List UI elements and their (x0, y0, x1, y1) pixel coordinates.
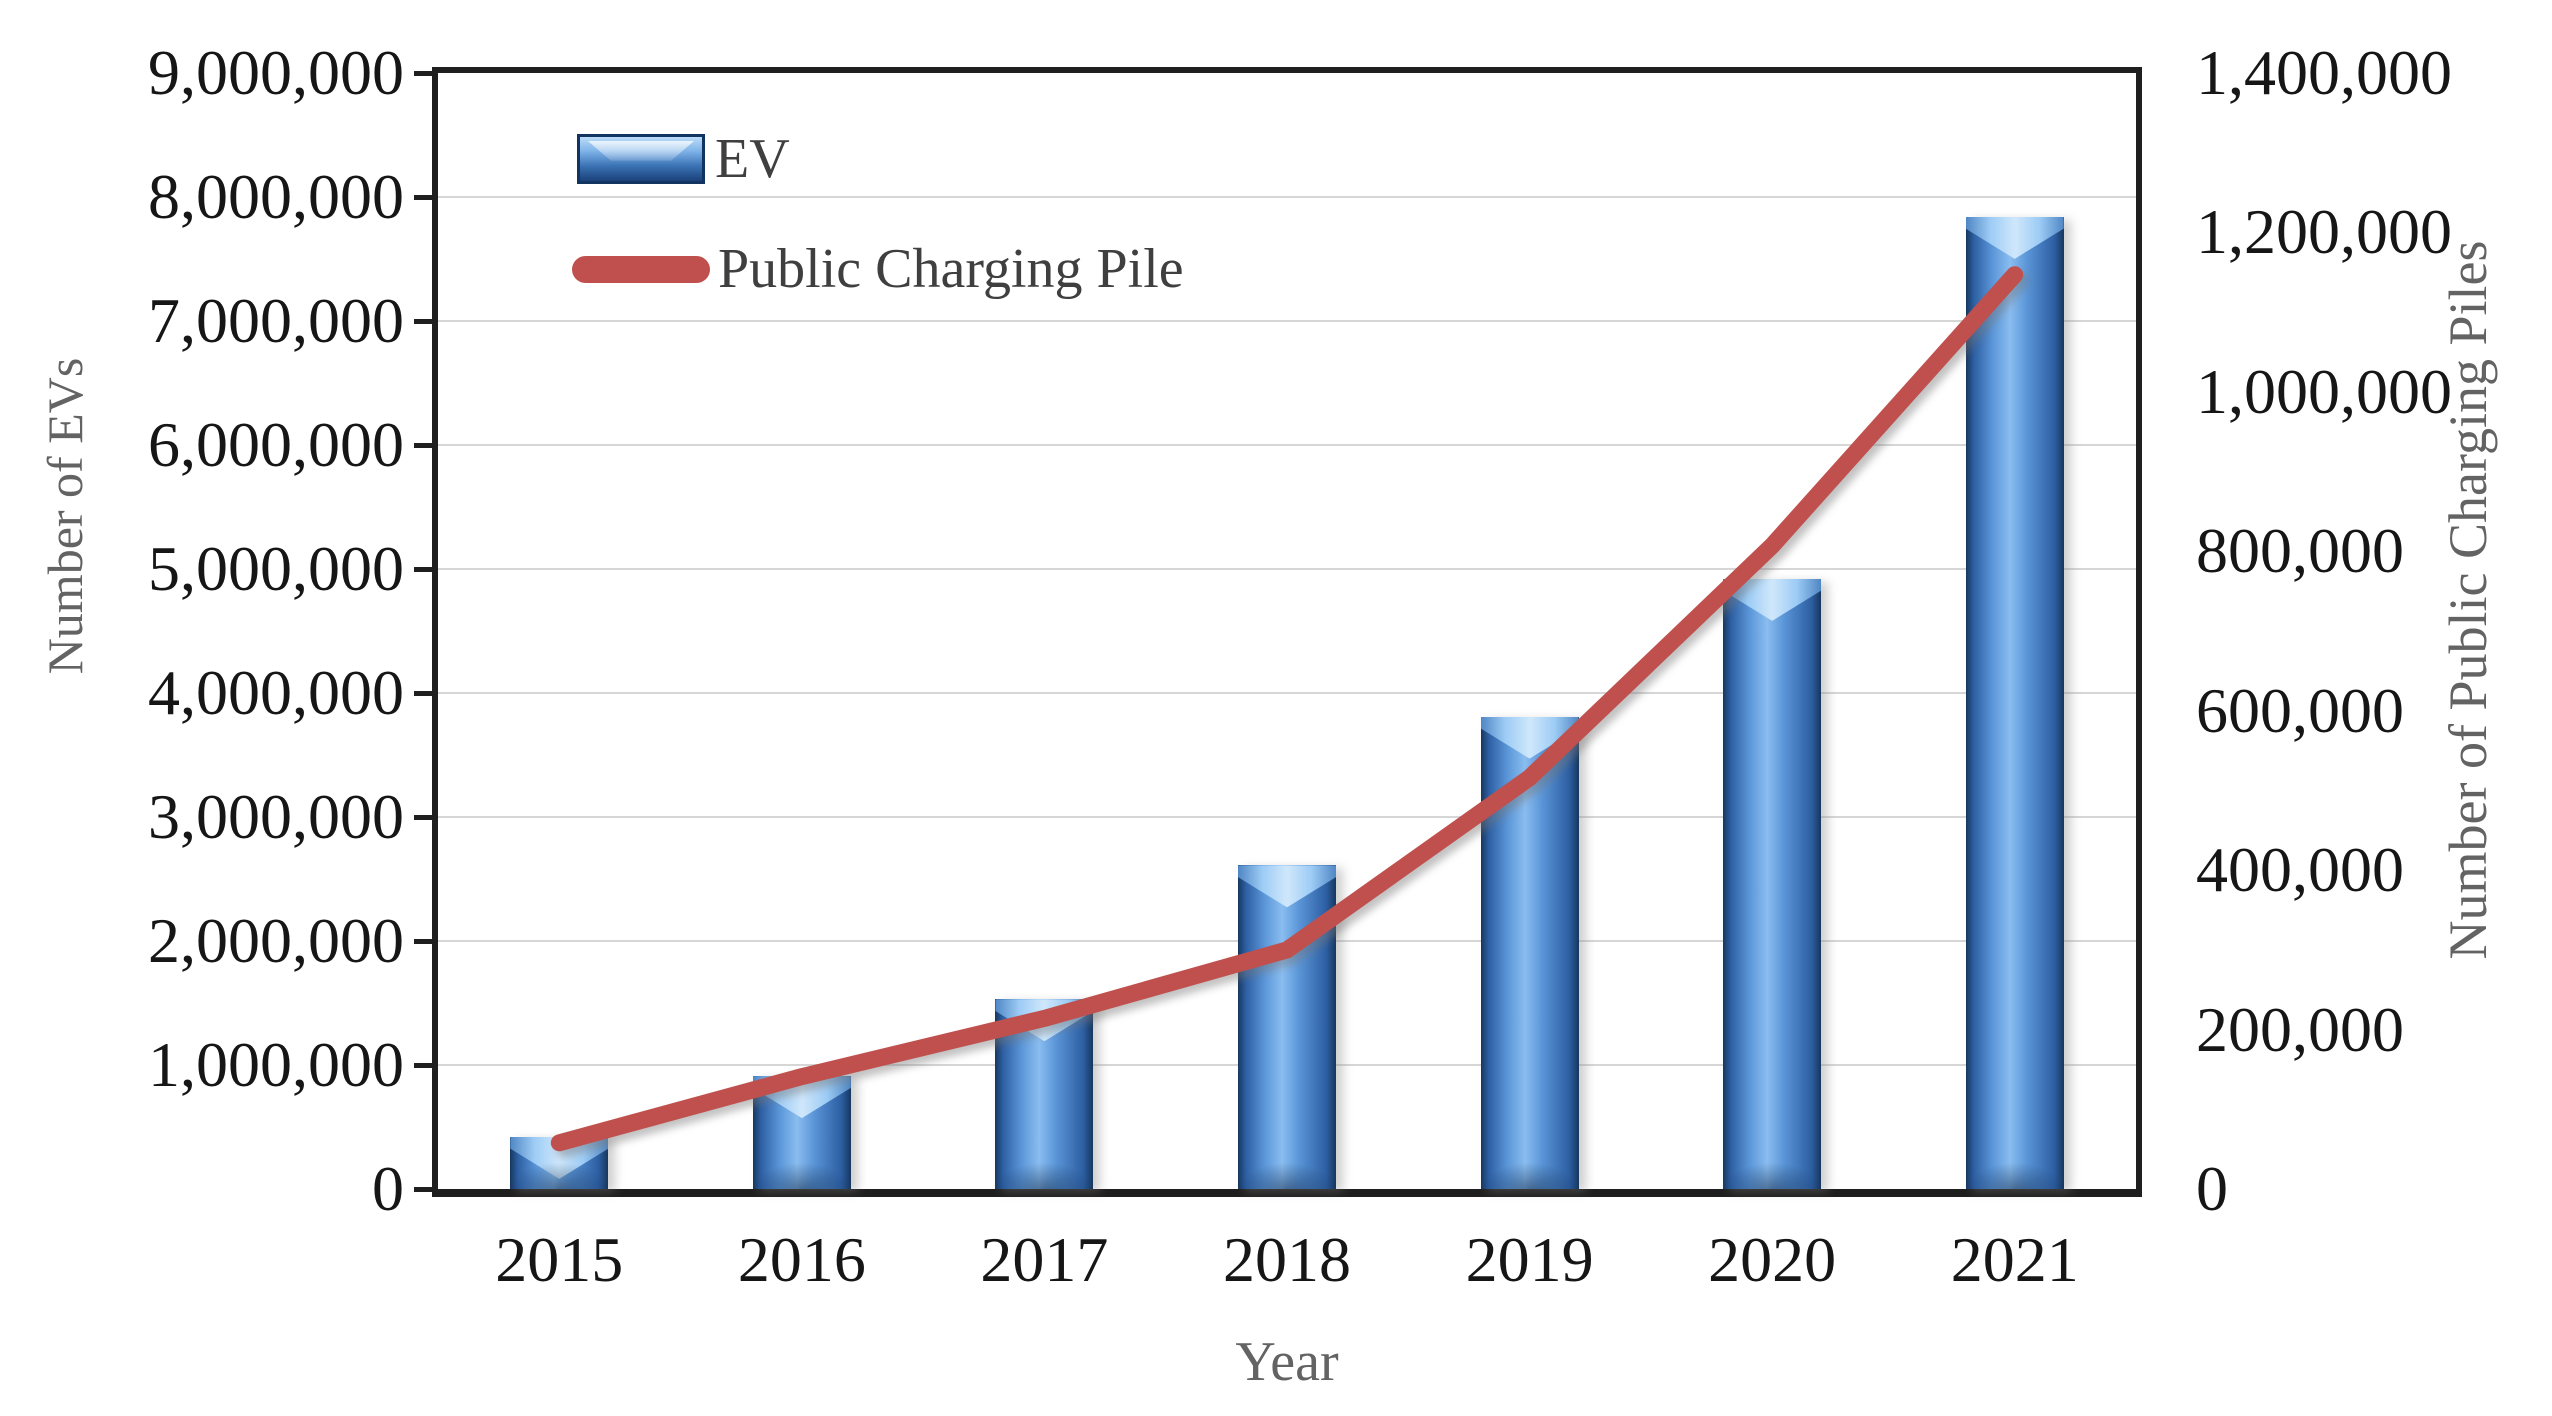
x-axis-label-2017: 2017 (980, 1224, 1109, 1295)
right-axis-title: Number of Public Charging Piles (2438, 240, 2498, 960)
left-tick-4000000 (414, 691, 438, 696)
gridline-3000000 (438, 816, 2136, 818)
left-tick-8000000 (414, 195, 438, 200)
right-axis-label-0: 1,400,000 (2196, 37, 2452, 108)
left-axis-label-4: 5,000,000 (148, 533, 404, 604)
right-axis-label-7: 0 (2196, 1153, 2228, 1224)
left-axis-label-6: 3,000,000 (148, 781, 404, 852)
legend-item-public-charging-pile: Public Charging Pile (572, 241, 1184, 297)
left-tick-6000000 (414, 443, 438, 448)
left-axis-label-8: 1,000,000 (148, 1029, 404, 1100)
x-axis-title: Year (1235, 1331, 1339, 1393)
bar-2021 (1965, 216, 2064, 1190)
left-axis-label-7: 2,000,000 (148, 905, 404, 976)
x-axis-label-2015: 2015 (495, 1224, 624, 1295)
left-tick-1000000 (414, 1063, 438, 1068)
legend-bar-swatch-icon (577, 134, 705, 184)
x-axis-label-2019: 2019 (1465, 1224, 1594, 1295)
left-axis-label-0: 9,000,000 (148, 37, 404, 108)
right-axis-label-2: 1,000,000 (2196, 355, 2452, 427)
x-axis-label-2021: 2021 (1950, 1224, 2079, 1295)
left-axis-label-2: 7,000,000 (148, 285, 404, 356)
left-axis-label-9: 0 (372, 1153, 404, 1224)
right-axis-label-3: 800,000 (2196, 515, 2404, 587)
bar-2019 (1480, 716, 1579, 1190)
bar-2016 (752, 1076, 851, 1189)
bar-swatch-highlight (587, 140, 695, 161)
gridline-8000000 (438, 196, 2136, 198)
legend-label-public-charging-pile: Public Charging Pile (718, 238, 1184, 300)
bar-2017 (995, 999, 1094, 1189)
x-axis-label-2016: 2016 (737, 1224, 866, 1295)
right-axis-label-4: 600,000 (2196, 674, 2404, 746)
left-tick-3000000 (414, 815, 438, 820)
x-axis-label-2018: 2018 (1223, 1224, 1351, 1295)
left-tick-5000000 (414, 567, 438, 572)
legend-label-ev: EV (715, 128, 790, 190)
gridline-6000000 (438, 444, 2136, 446)
gridline-4000000 (438, 692, 2136, 694)
legend-line-swatch-icon (572, 255, 710, 283)
left-axis-label-1: 8,000,000 (148, 161, 404, 232)
left-tick-9000000 (414, 71, 438, 76)
plot-area: EV Public Charging Pile (432, 67, 2142, 1197)
bar-2018 (1238, 865, 1336, 1189)
legend-item-ev: EV (577, 131, 790, 187)
left-axis-label-5: 4,000,000 (148, 657, 404, 728)
gridline-7000000 (438, 320, 2136, 322)
bar-2015 (510, 1136, 609, 1190)
right-axis-label-1: 1,200,000 (2196, 196, 2452, 268)
x-axis-label-2020: 2020 (1708, 1224, 1837, 1295)
gridline-5000000 (438, 568, 2136, 570)
left-tick-7000000 (414, 319, 438, 324)
right-axis-label-6: 200,000 (2196, 993, 2404, 1065)
left-axis-label-3: 6,000,000 (148, 409, 404, 480)
bar-2020 (1723, 578, 1822, 1190)
left-axis-title: Number of EVs (37, 357, 93, 675)
right-axis-label-5: 400,000 (2196, 834, 2404, 906)
left-tick-2000000 (414, 939, 438, 944)
left-tick-0 (414, 1187, 438, 1192)
